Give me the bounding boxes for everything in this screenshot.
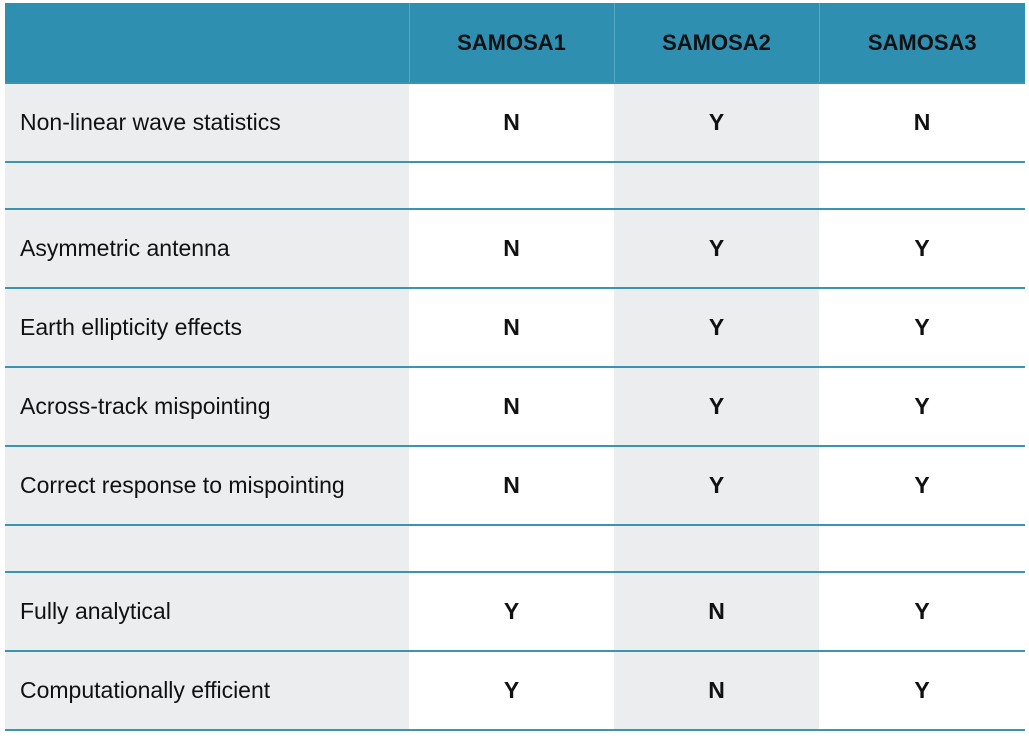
samosa1-value xyxy=(409,161,614,209)
comparison-table: SAMOSA1 SAMOSA2 SAMOSA3 Non-linear wave … xyxy=(5,3,1025,731)
spacer-row xyxy=(5,161,1025,209)
row-label: Correct response to mispointing xyxy=(5,445,409,525)
table-row: Across-track mispointing N Y Y xyxy=(5,366,1025,446)
row-label xyxy=(5,524,409,572)
row-label: Fully analytical xyxy=(5,571,409,651)
samosa2-value xyxy=(614,161,819,209)
samosa3-value: Y xyxy=(819,366,1025,446)
row-label: Earth ellipticity effects xyxy=(5,287,409,367)
header-samosa2: SAMOSA2 xyxy=(614,3,820,83)
samosa2-value: Y xyxy=(614,445,819,525)
samosa3-value: Y xyxy=(819,287,1025,367)
samosa2-value xyxy=(614,524,819,572)
row-label: Across-track mispointing xyxy=(5,366,409,446)
samosa3-value: Y xyxy=(819,445,1025,525)
row-label: Non-linear wave statistics xyxy=(5,82,409,162)
table-header: SAMOSA1 SAMOSA2 SAMOSA3 xyxy=(5,3,1025,83)
samosa1-value xyxy=(409,524,614,572)
header-samosa1: SAMOSA1 xyxy=(409,3,615,83)
samosa2-value: Y xyxy=(614,208,819,288)
spacer-row xyxy=(5,524,1025,572)
samosa3-value xyxy=(819,524,1025,572)
table-row: Asymmetric antenna N Y Y xyxy=(5,208,1025,288)
row-label: Asymmetric antenna xyxy=(5,208,409,288)
samosa1-value: N xyxy=(409,287,614,367)
samosa1-value: N xyxy=(409,366,614,446)
table-row: Computationally efficient Y N Y xyxy=(5,650,1025,731)
samosa2-value: N xyxy=(614,571,819,651)
header-row: SAMOSA1 SAMOSA2 SAMOSA3 xyxy=(5,3,1025,83)
header-samosa3: SAMOSA3 xyxy=(819,3,1025,83)
samosa3-value: N xyxy=(819,82,1025,162)
table-row: Correct response to mispointing N Y Y xyxy=(5,445,1025,525)
samosa1-value: N xyxy=(409,208,614,288)
samosa2-value: Y xyxy=(614,287,819,367)
samosa2-value: Y xyxy=(614,366,819,446)
samosa1-value: N xyxy=(409,82,614,162)
samosa1-value: N xyxy=(409,445,614,525)
samosa1-value: Y xyxy=(409,650,614,731)
table-body: Non-linear wave statistics N Y N Asymmet… xyxy=(5,82,1025,731)
row-label: Computationally efficient xyxy=(5,650,409,731)
table-row: Earth ellipticity effects N Y Y xyxy=(5,287,1025,367)
table-row: Fully analytical Y N Y xyxy=(5,571,1025,651)
samosa3-value: Y xyxy=(819,571,1025,651)
samosa3-value xyxy=(819,161,1025,209)
header-blank-cell xyxy=(5,3,410,83)
samosa2-value: Y xyxy=(614,82,819,162)
samosa1-value: Y xyxy=(409,571,614,651)
row-label xyxy=(5,161,409,209)
samosa2-value: N xyxy=(614,650,819,731)
samosa3-value: Y xyxy=(819,650,1025,731)
samosa3-value: Y xyxy=(819,208,1025,288)
table-row: Non-linear wave statistics N Y N xyxy=(5,82,1025,162)
